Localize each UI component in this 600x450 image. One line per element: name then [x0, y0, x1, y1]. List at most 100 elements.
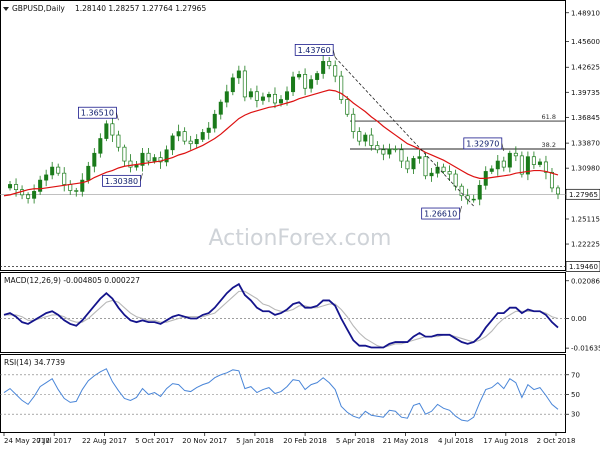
- candle-body: [327, 61, 332, 67]
- price-annotations: 1.43760 1.36510 1.30380 1.32970 1.26610: [78, 44, 505, 220]
- candle-body: [200, 132, 205, 140]
- rsi-title: RSI(14) 34.7739: [4, 358, 65, 367]
- x-tick-label: 17 Aug 2018: [483, 437, 528, 445]
- x-tick-label: 7 Jul 2017: [37, 437, 72, 445]
- candle-body: [230, 77, 235, 93]
- y-tick-label: 1.48910: [571, 9, 600, 17]
- candle-body: [351, 113, 356, 132]
- y-tick-label: 1.25115: [571, 215, 600, 223]
- fib-levels: 61.8 38.2: [350, 113, 566, 150]
- symbol-label: GBPUSD,Daily: [12, 4, 65, 13]
- annotation-leader: [332, 49, 336, 58]
- candle-body: [38, 179, 43, 192]
- y-tick-label: 1.36845: [571, 114, 600, 122]
- macd-y-tick-label: -0.016357: [571, 345, 600, 353]
- fib-level-label: 38.2: [542, 141, 556, 149]
- candle-body: [242, 70, 247, 98]
- candle-body: [339, 75, 344, 100]
- macd-y-tick-label: 0.00: [571, 315, 587, 323]
- candle-body: [291, 76, 296, 93]
- annotation-label: 1.43760: [298, 46, 331, 55]
- candle-body: [158, 157, 163, 163]
- candle-body: [315, 73, 320, 80]
- candle-body: [447, 171, 452, 175]
- candle-body: [62, 172, 67, 185]
- macd-lines: [0, 282, 566, 349]
- candle-body: [50, 166, 55, 176]
- rsi-lines: [0, 368, 566, 422]
- y-tick-label: 1.33870: [571, 140, 600, 148]
- candle-body: [519, 155, 524, 175]
- candle-body: [56, 166, 61, 174]
- candle-body: [471, 198, 476, 201]
- candle-body: [477, 184, 482, 200]
- candle-body: [248, 91, 253, 98]
- x-tick-label: 5 Apr 2018: [336, 437, 375, 445]
- candle-body: [381, 149, 386, 155]
- x-tick-label: 4 Jul 2018: [438, 437, 473, 445]
- candle-body: [417, 156, 422, 159]
- annotation-label: 1.36510: [81, 109, 114, 118]
- fib-level-label: 61.8: [542, 113, 556, 121]
- rsi-y-tick-label: 30: [571, 411, 580, 419]
- candle-body: [513, 152, 518, 157]
- candle-body: [74, 190, 79, 192]
- annotation-label: 1.32970: [466, 139, 499, 148]
- candle-body: [44, 174, 49, 181]
- x-tick-label: 5 Oct 2017: [135, 437, 174, 445]
- candle-body: [309, 79, 314, 89]
- candle-body: [543, 161, 548, 173]
- candle-body: [441, 166, 446, 172]
- candle-body: [254, 91, 259, 101]
- candle-body: [176, 131, 181, 137]
- candle-body: [182, 131, 187, 142]
- candle-body: [303, 74, 308, 89]
- macd-title: MACD(12,26,9) -0.004805 0.000227: [4, 276, 140, 285]
- candle-body: [206, 127, 211, 133]
- current-price-tag: 1.27965: [569, 191, 598, 199]
- annotation-label: 1.30380: [105, 177, 138, 186]
- candle-body: [525, 156, 530, 175]
- trendline-dashed: [334, 57, 474, 207]
- moving-average: [3, 89, 559, 197]
- candle-body: [489, 168, 494, 172]
- candle-body: [128, 160, 133, 168]
- candle-body: [8, 184, 13, 189]
- candle-body: [531, 156, 536, 165]
- ohlc-label: 1.28140 1.28257 1.27764 1.27965: [75, 4, 206, 13]
- trendline: [334, 57, 474, 207]
- y-tick-label: 1.22225: [571, 241, 600, 249]
- candle-body: [297, 74, 302, 78]
- rsi-y-tick-label: 70: [571, 371, 580, 379]
- x-tick-label: 2 Oct 2018: [537, 437, 576, 445]
- candle-body: [14, 184, 19, 191]
- x-tick-label: 21 May 2018: [383, 437, 429, 445]
- price-panel-frame: [0, 0, 566, 271]
- annotation-leader: [501, 143, 505, 151]
- candle-body: [104, 123, 109, 139]
- candle-body: [333, 65, 338, 77]
- candle-body: [387, 148, 392, 155]
- candle-body: [110, 123, 115, 136]
- macd-signal-line: [4, 290, 559, 349]
- candle-body: [411, 158, 416, 170]
- candle-body: [134, 165, 139, 168]
- macd-panel-frame: [0, 272, 566, 353]
- candle-body: [80, 179, 85, 192]
- x-tick-label: 20 Feb 2018: [283, 437, 327, 445]
- candle-body: [32, 191, 37, 199]
- y-tick-label: 1.42625: [571, 64, 600, 72]
- macd-y-tick-label: 0.020861: [571, 277, 600, 285]
- sma-line: [3, 89, 559, 197]
- candle-body: [260, 96, 265, 101]
- dropdown-triangle-icon: [3, 7, 9, 11]
- candle-body: [266, 93, 271, 98]
- annotation-leader: [140, 173, 143, 181]
- x-tick-label: 24 May 2017: [4, 437, 50, 445]
- candle-body: [537, 161, 542, 165]
- candle-body: [146, 152, 151, 162]
- candle-body: [224, 91, 229, 103]
